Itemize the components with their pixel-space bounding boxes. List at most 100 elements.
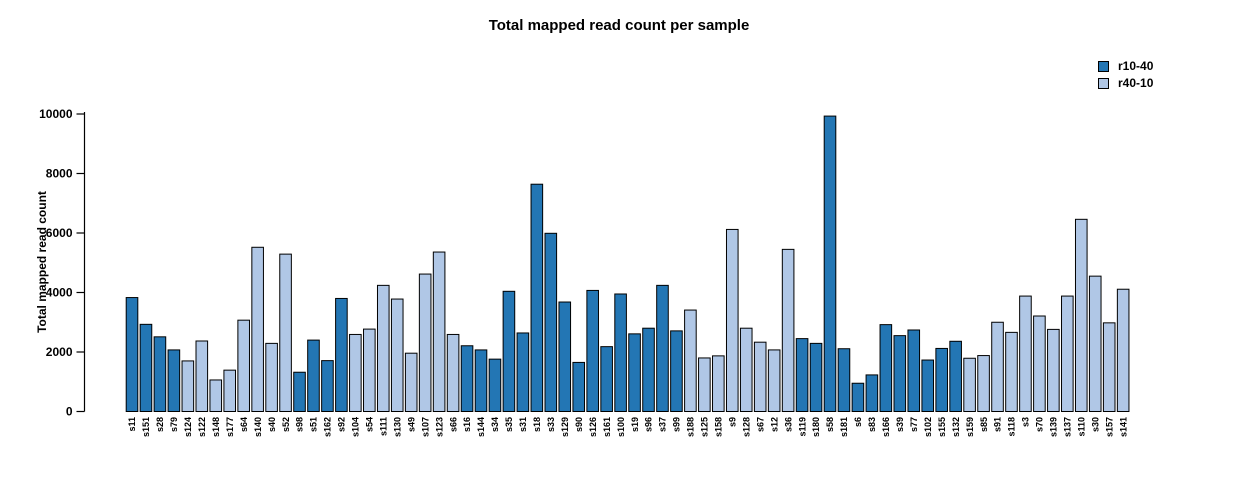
x-label-s119: s119 [797,417,807,437]
bar-s49 [404,352,418,413]
bar-s155 [935,347,948,412]
bar-s118 [1005,331,1018,412]
bar-s12 [767,349,781,413]
bar-s18 [530,183,544,412]
bar-s129 [558,301,572,412]
x-label-s100: s100 [616,417,626,437]
x-label-s90: s90 [574,417,584,432]
x-label-s36: s36 [783,417,793,432]
bar-s139 [1047,328,1060,413]
x-label-s155: s155 [937,417,947,437]
x-label-s18: s18 [532,417,542,432]
x-label-s70: s70 [1035,417,1045,432]
x-label-s40: s40 [267,417,277,432]
y-tick-label: 10000 [39,107,73,121]
bar-s130 [390,298,404,413]
x-label-s107: s107 [420,417,430,437]
x-label-s34: s34 [490,417,500,432]
bar-s126 [586,289,599,413]
bar-s9 [725,228,739,412]
bar-s137 [1061,295,1074,413]
bar-s90 [572,361,586,413]
x-label-s158: s158 [714,417,724,437]
bar-s79 [167,349,181,413]
bar-s111 [376,284,390,412]
bar-s140 [251,246,264,412]
bar-s85 [977,355,990,413]
x-label-s35: s35 [504,417,514,432]
y-tick-label: 2000 [46,345,73,359]
bar-s70 [1033,315,1046,412]
x-label-s39: s39 [895,417,905,432]
bar-s19 [628,333,641,413]
legend: r10-40 r40-10 [1098,60,1153,90]
x-label-s157: s157 [1104,417,1114,437]
x-label-s180: s180 [811,417,821,437]
legend-item-r40-10: r40-10 [1098,77,1153,90]
x-label-s137: s137 [1063,417,1073,437]
bar-s166 [879,324,893,413]
bar-s3 [1019,295,1032,413]
x-label-s141: s141 [1118,417,1128,437]
x-label-s166: s166 [881,417,891,437]
legend-label-r10-40: r10-40 [1118,59,1154,73]
x-label-s11: s11 [127,417,137,432]
bar-s181 [837,348,851,413]
chart-title: Total mapped read count per sample [488,17,750,34]
bar-s91 [991,321,1004,412]
x-label-s128: s128 [741,417,751,437]
bar-s119 [795,338,809,412]
x-label-s129: s129 [560,417,570,437]
legend-label-r40-10: r40-10 [1118,76,1154,90]
bar-s54 [363,328,376,412]
x-label-s9: s9 [727,417,737,427]
bar-s102 [921,359,935,412]
bar-s99 [670,330,683,412]
bar-s67 [753,341,767,412]
bar-s11 [125,297,139,412]
x-label-s85: s85 [979,417,989,432]
x-label-s79: s79 [169,417,179,432]
x-label-s148: s148 [211,417,221,437]
bar-s124 [181,360,195,412]
bar-s34 [488,358,502,413]
x-label-s92: s92 [337,417,347,432]
bar-s100 [614,293,627,412]
bar-s77 [907,329,921,412]
bar-s110 [1074,218,1088,412]
y-tick-label: 8000 [46,167,73,181]
x-label-s99: s99 [672,417,682,432]
x-label-s132: s132 [951,417,961,437]
bar-s40 [265,342,278,412]
x-label-s33: s33 [546,417,556,432]
bar-s151 [139,323,153,412]
x-label-s6: s6 [853,417,863,427]
x-label-s124: s124 [183,417,193,437]
x-label-s102: s102 [923,417,933,437]
bar-s64 [237,319,250,413]
bar-s158 [712,355,725,412]
bar-s52 [279,253,292,412]
x-label-s30: s30 [1090,417,1100,432]
bar-s51 [307,339,320,413]
bar-s83 [865,374,879,412]
bar-s98 [293,371,306,413]
x-label-s122: s122 [197,417,207,437]
x-label-s159: s159 [965,417,975,437]
bar-s128 [739,327,753,413]
bar-s66 [446,333,460,413]
x-label-s140: s140 [253,417,263,437]
bar-s6 [851,382,865,412]
x-label-s28: s28 [155,417,165,432]
x-label-s49: s49 [406,417,416,432]
x-label-s31: s31 [518,417,528,432]
x-label-s58: s58 [825,417,835,432]
legend-swatch-r40-10 [1098,78,1109,89]
x-label-s16: s16 [462,417,472,432]
x-label-s177: s177 [225,417,235,437]
bar-s141 [1116,288,1130,413]
x-label-s67: s67 [755,417,765,432]
bar-s161 [600,346,613,412]
